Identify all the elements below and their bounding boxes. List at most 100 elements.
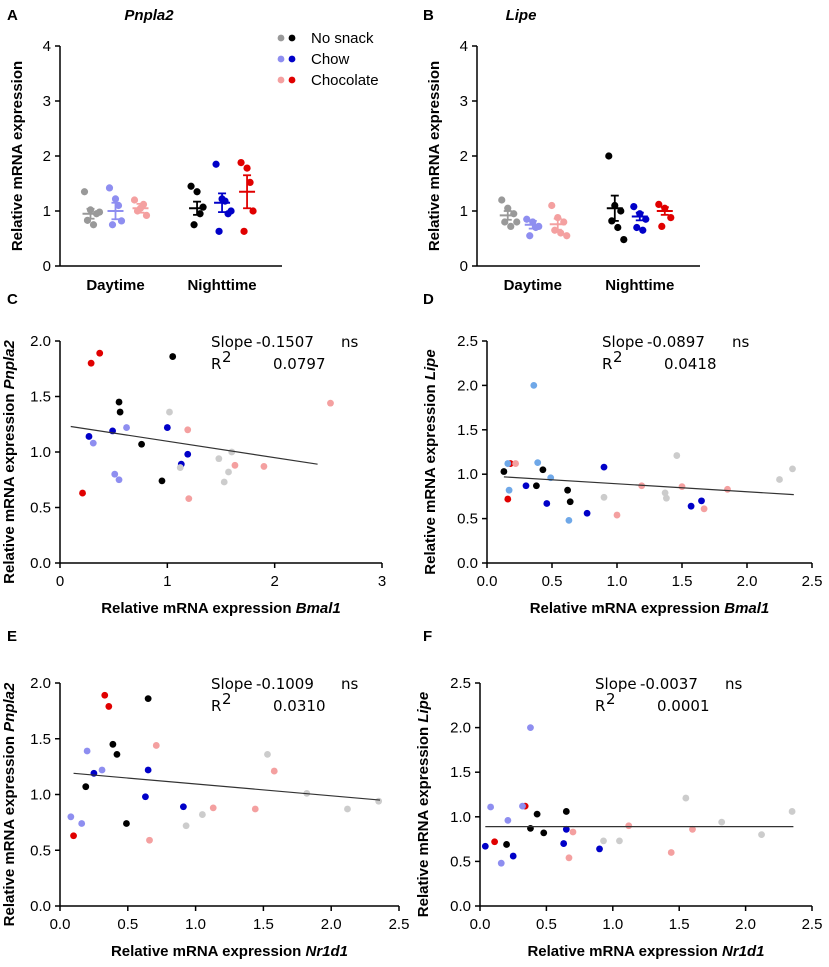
y-tick-label: 4 (460, 38, 468, 55)
data-point (698, 497, 705, 505)
slope-value: -0.0897 (647, 333, 705, 351)
x-tick-label: 1.0 (607, 573, 628, 590)
data-point (512, 460, 519, 467)
data-point (497, 859, 505, 867)
data-point (190, 221, 198, 229)
r2-superscript: 2 (606, 690, 616, 708)
data-point (509, 852, 517, 860)
y-tick-label: 0.5 (450, 853, 471, 870)
y-axis-title: Relative mRNA expression (426, 61, 443, 251)
series-chow (523, 215, 543, 240)
data-point (227, 207, 235, 215)
y-tick-label: 2 (460, 148, 468, 165)
legend-swatch-dark (288, 76, 296, 84)
data-point (138, 440, 145, 448)
y-tick-label: 0.0 (30, 898, 51, 915)
y-tick-label: 1 (43, 203, 51, 220)
series-no-snack (187, 182, 207, 229)
y-tick-label: 2 (43, 148, 51, 165)
x-group-label: Nighttime (187, 277, 256, 294)
data-point (144, 695, 152, 703)
data-point (491, 838, 499, 846)
slope-label: Slope (211, 333, 253, 351)
panel-c: C 0.0 0.5 1.0 1.5 2.0 0 1 2 3 Relative mRNA expres… (1, 291, 386, 617)
panel-f: F 0.0 0.5 1.0 1.5 2.0 2.5 0.0 0.5 1.0 1.5 2.0 2.5 Rel… (415, 628, 822, 960)
y-tick-label: 0.0 (457, 555, 478, 572)
y-tick-label: 4 (43, 38, 51, 55)
data-point (667, 214, 675, 222)
panel-b: B 0 1 2 3 4 Lipe Relative mRNA expression Daytim… (423, 7, 700, 294)
y-tick-label: 0.5 (30, 500, 51, 517)
data-point (605, 152, 613, 160)
x-axis-title: Relative mRNA expression Bmal1 (101, 600, 341, 617)
data-point (209, 804, 217, 812)
x-tick-label: 1.0 (602, 916, 623, 933)
x-axis-title: Relative mRNA expression Nr1d1 (527, 943, 764, 960)
data-point (146, 836, 153, 844)
data-point (661, 489, 669, 497)
x-tick-label: 1.0 (185, 916, 206, 933)
data-point (193, 188, 201, 196)
data-point (689, 825, 696, 833)
data-point (513, 218, 521, 226)
y-tick-label: 1.0 (450, 809, 471, 826)
data-point (504, 204, 512, 212)
data-point (562, 825, 570, 833)
x-tick-label: 0.5 (542, 573, 563, 590)
series-chocolate (548, 201, 571, 240)
data-point (616, 837, 623, 845)
data-point (667, 849, 675, 856)
y-tick-label: 1.0 (30, 444, 51, 461)
data-point (240, 227, 248, 235)
x-axis-title-gene: Nr1d1 (722, 943, 765, 960)
data-point (663, 494, 670, 502)
data-point (243, 164, 251, 172)
data-point (89, 439, 97, 447)
data-point (111, 470, 119, 478)
data-point (184, 450, 192, 458)
data-point (260, 463, 268, 470)
data-point (639, 226, 647, 234)
data-point (600, 493, 608, 501)
data-point (673, 452, 681, 459)
legend-item-no-snack: No snack (277, 30, 374, 47)
panel-letter: B (423, 7, 434, 24)
y-axis-title: Relative mRNA expression Pnpla2 (1, 339, 18, 583)
panel-title: Lipe (506, 7, 537, 24)
data-point (130, 196, 139, 204)
y-axis-title-gene: Pnpla2 (1, 682, 18, 732)
data-point (142, 793, 149, 801)
data-point (565, 854, 573, 862)
panel-letter: D (423, 291, 434, 308)
data-point (504, 460, 512, 467)
data-point (481, 842, 489, 850)
data-point (215, 455, 223, 463)
data-point (596, 845, 603, 853)
panel-a: A 0 1 2 3 4 Pnpla2 Relative mRNA expression Dayt… (7, 7, 282, 294)
r2-value: 0.0418 (664, 355, 717, 373)
x-tick-label: 1 (163, 573, 171, 590)
y-tick-label: 2.5 (457, 333, 478, 350)
data-point (80, 188, 89, 196)
data-point (565, 516, 573, 524)
data-point (523, 215, 531, 223)
data-point (498, 196, 506, 204)
x-tick-label: 2.0 (737, 573, 758, 590)
x-tick-label: 0.0 (470, 916, 491, 933)
r2-value: 0.0310 (273, 697, 326, 715)
significance: ns (725, 675, 743, 693)
legend-label: Chocolate (311, 72, 379, 89)
y-tick-label: 1.0 (457, 466, 478, 483)
y-tick-label: 1 (460, 203, 468, 220)
data-point (117, 217, 126, 225)
data-point (504, 495, 512, 503)
data-point (534, 459, 542, 467)
data-point (700, 505, 708, 513)
r2-value: 0.0001 (657, 697, 710, 715)
series-chow (105, 184, 126, 229)
x-axis-title-text: Relative mRNA expression (530, 600, 725, 617)
data-point (152, 742, 160, 749)
x-group-label: Daytime (504, 277, 562, 294)
data-point (184, 426, 192, 434)
